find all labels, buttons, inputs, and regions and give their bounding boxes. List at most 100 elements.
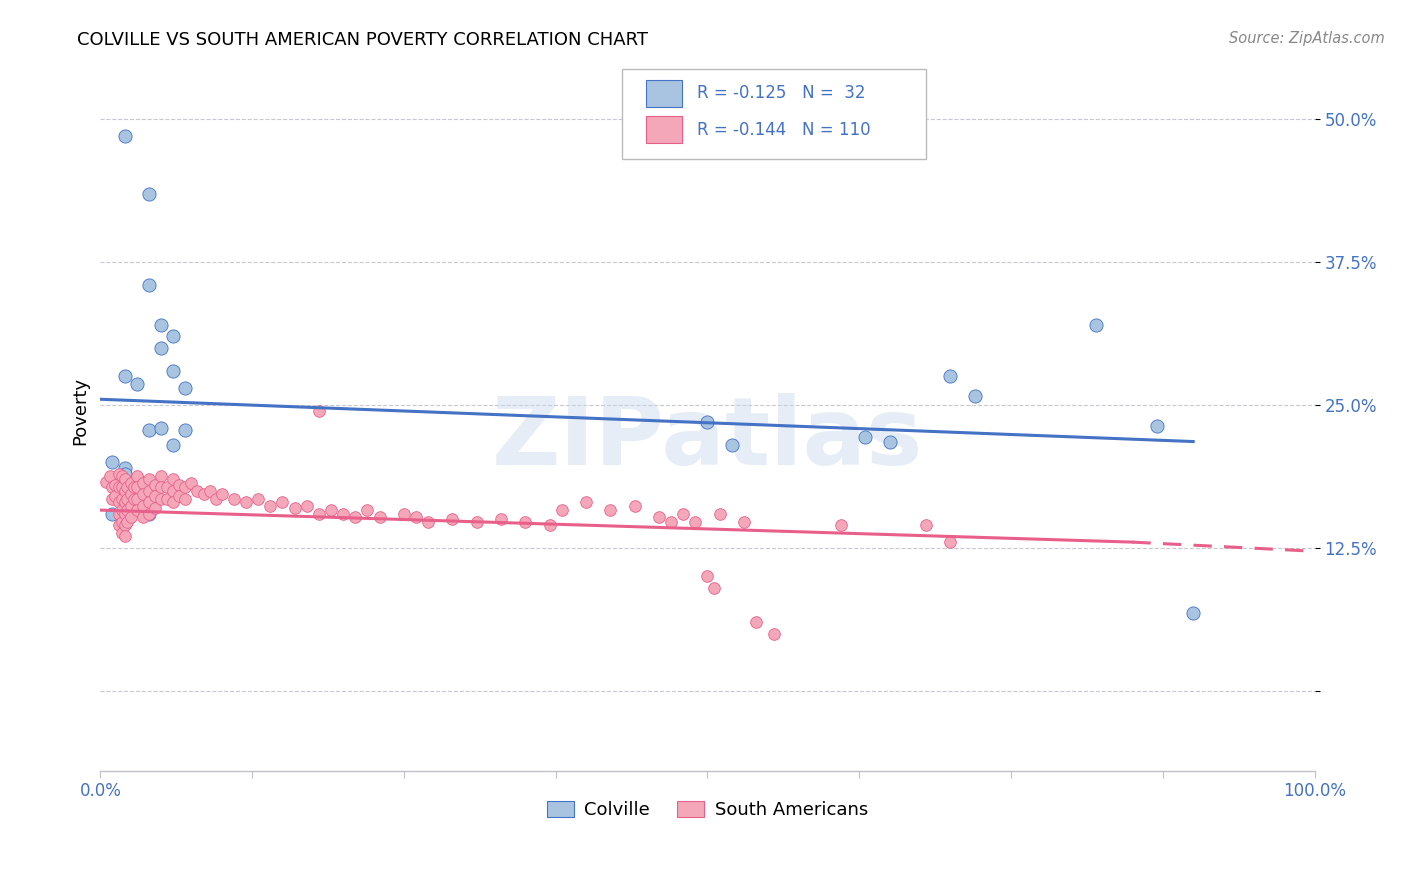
- Point: [174, 381, 197, 395]
- Point: [392, 507, 415, 521]
- Bar: [645, 79, 682, 107]
- Point: [150, 480, 173, 494]
- Point: [733, 515, 755, 529]
- Point: [259, 499, 281, 513]
- Point: [132, 510, 155, 524]
- Point: [222, 491, 245, 506]
- Point: [538, 518, 561, 533]
- Point: [132, 475, 155, 490]
- Point: [685, 515, 707, 529]
- Point: [115, 503, 138, 517]
- Point: [162, 329, 184, 343]
- Point: [120, 487, 142, 501]
- Point: [575, 495, 598, 509]
- Point: [96, 475, 118, 489]
- Point: [405, 510, 427, 524]
- Point: [745, 615, 768, 629]
- Point: [763, 626, 786, 640]
- Point: [138, 483, 160, 498]
- Point: [138, 472, 160, 486]
- Point: [138, 277, 160, 292]
- Point: [138, 500, 160, 515]
- Point: [515, 515, 537, 529]
- Point: [115, 515, 138, 529]
- Point: [186, 483, 208, 498]
- Point: [150, 491, 173, 506]
- Point: [101, 507, 124, 521]
- Point: [107, 467, 129, 481]
- Point: [115, 491, 138, 506]
- Point: [132, 499, 155, 513]
- Point: [114, 490, 136, 504]
- Point: [308, 403, 330, 417]
- Point: [150, 468, 173, 483]
- Point: [114, 507, 136, 521]
- Point: [709, 507, 731, 521]
- Point: [489, 512, 512, 526]
- Point: [853, 430, 876, 444]
- Point: [111, 480, 134, 494]
- Point: [104, 478, 127, 492]
- Point: [114, 369, 136, 384]
- Point: [114, 483, 136, 498]
- Point: [356, 503, 378, 517]
- Point: [1146, 418, 1168, 433]
- Point: [101, 491, 124, 506]
- Point: [623, 499, 645, 513]
- Point: [441, 512, 464, 526]
- Point: [211, 487, 233, 501]
- Point: [295, 499, 318, 513]
- Point: [332, 507, 354, 521]
- Point: [193, 487, 215, 501]
- Point: [138, 507, 160, 521]
- Point: [702, 581, 724, 595]
- Point: [125, 503, 148, 517]
- Point: [125, 491, 148, 506]
- Point: [162, 495, 184, 509]
- Point: [599, 503, 621, 517]
- Point: [125, 495, 148, 509]
- Point: [659, 515, 682, 529]
- Point: [107, 495, 129, 509]
- Point: [120, 475, 142, 490]
- Point: [180, 475, 202, 490]
- Point: [143, 500, 166, 515]
- Point: [169, 478, 191, 492]
- Point: [247, 491, 270, 506]
- Text: COLVILLE VS SOUTH AMERICAN POVERTY CORRELATION CHART: COLVILLE VS SOUTH AMERICAN POVERTY CORRE…: [77, 31, 648, 49]
- Point: [879, 434, 901, 449]
- Point: [114, 518, 136, 533]
- Point: [696, 415, 718, 429]
- Point: [672, 507, 695, 521]
- Point: [143, 478, 166, 492]
- Point: [235, 495, 257, 509]
- Point: [132, 487, 155, 501]
- Point: [1085, 318, 1108, 332]
- Point: [174, 423, 197, 437]
- Point: [125, 480, 148, 494]
- Point: [114, 483, 136, 498]
- Point: [162, 364, 184, 378]
- Point: [648, 510, 671, 524]
- Point: [138, 186, 160, 201]
- Point: [174, 480, 197, 494]
- Point: [114, 467, 136, 481]
- Point: [101, 480, 124, 494]
- Point: [418, 515, 440, 529]
- Text: Source: ZipAtlas.com: Source: ZipAtlas.com: [1229, 31, 1385, 46]
- Point: [114, 529, 136, 543]
- Point: [125, 472, 148, 486]
- Point: [124, 491, 146, 506]
- Point: [107, 518, 129, 533]
- Point: [551, 503, 574, 517]
- Point: [720, 438, 742, 452]
- Point: [150, 421, 173, 435]
- Point: [963, 389, 986, 403]
- Point: [156, 480, 179, 494]
- Point: [271, 495, 294, 509]
- Point: [107, 507, 129, 521]
- Point: [111, 503, 134, 517]
- Point: [111, 468, 134, 483]
- Point: [150, 318, 173, 332]
- Point: [104, 490, 127, 504]
